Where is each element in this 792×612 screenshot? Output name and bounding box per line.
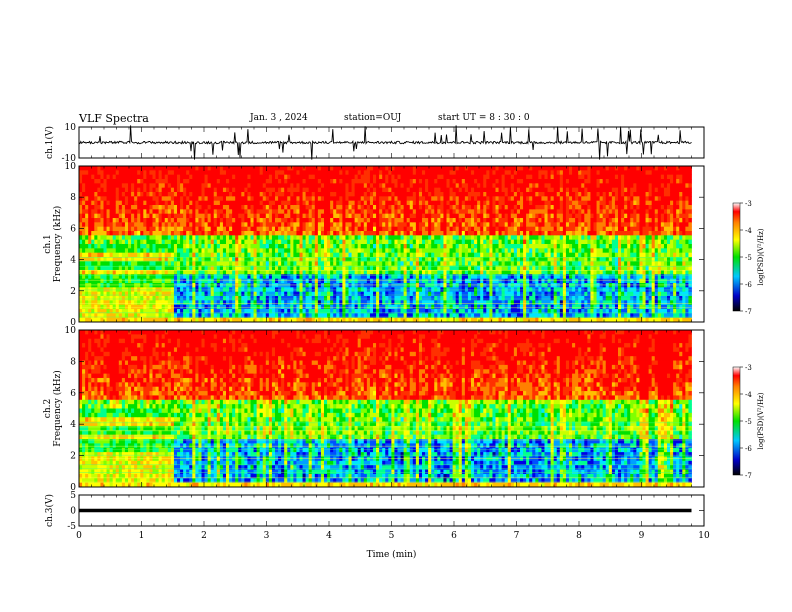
ch1-spectrogram-colorbar-tick: -5	[745, 254, 752, 262]
ch1-waveform-ytick-label: -10	[62, 154, 77, 164]
time-xtick-label: 4	[326, 531, 332, 541]
ch1-waveform-ylabel: ch.1(V)	[44, 126, 55, 159]
ch2-spectrogram-colorbar-tick: -5	[745, 418, 752, 426]
time-xtick-label: 8	[576, 531, 582, 541]
ch1-spectrogram	[79, 166, 692, 323]
time-xtick-label: 10	[698, 531, 710, 541]
ch1-spectrogram-ytick-label: 4	[70, 256, 76, 266]
ch2-spectrogram-ylabel: ch.2Frequency (kHz)	[43, 370, 63, 447]
ch1-spectrogram-ytick-label: 2	[70, 287, 76, 297]
ch3-waveform-ylabel: ch.3(V)	[44, 494, 55, 527]
ch2-spectrogram-colorbar-tick: -3	[745, 364, 752, 372]
ch2-spectrogram-ytick-label: 0	[70, 483, 76, 493]
ch2-spectrogram-ytick-label: 10	[65, 326, 77, 336]
ch2-spectrogram-colorbar	[732, 366, 741, 476]
ch1-spectrogram-ytick-label: 8	[70, 193, 76, 203]
ch1-waveform-ytick-label: 10	[65, 123, 77, 133]
ch2-spectrogram-ytick-label: 2	[70, 452, 76, 462]
ch1-spectrogram-ytick-label: 0	[70, 318, 76, 328]
ch1-spectrogram-colorbar-tick: -6	[745, 281, 752, 289]
ch1-spectrogram-ytick-label: 10	[65, 162, 77, 172]
ch1-waveform-line	[78, 125, 692, 160]
time-xtick-label: 2	[201, 531, 207, 541]
ch1-spectrogram-colorbar-label: log(PSD)(V²/Hz)	[757, 228, 765, 285]
ch2-spectrogram-colorbar-tick: -6	[745, 445, 752, 453]
time-axis-label: Time (min)	[367, 549, 417, 560]
ch3-waveform-ytick-label: 0	[70, 507, 76, 517]
chart-title: VLF Spectra	[79, 112, 149, 125]
time-xtick-label: 0	[76, 531, 82, 541]
time-xtick-label: 7	[514, 531, 520, 541]
ch3-waveform-ytick-label: 5	[70, 491, 76, 501]
ch1-spectrogram-colorbar-tick: -7	[745, 308, 752, 316]
ch2-spectrogram-colorbar-label: log(PSD)(V²/Hz)	[757, 392, 765, 449]
start-time-label: start UT = 8 : 30 : 0	[438, 113, 530, 123]
ch1-spectrogram-ylabel: ch.1Frequency (kHz)	[43, 206, 63, 283]
ch1-spectrogram-colorbar-tick: -4	[745, 227, 752, 235]
station-label: station=OUJ	[344, 113, 402, 123]
ch2-spectrogram-ytick-label: 4	[70, 420, 76, 430]
ch2-spectrogram-colorbar-tick: -7	[745, 472, 752, 480]
ch2-spectrogram-ytick-label: 8	[70, 357, 76, 367]
ch1-spectrogram-ytick-label: 6	[70, 224, 76, 234]
date-label: Jan. 3 , 2024	[250, 113, 308, 123]
ch1-spectrogram-colorbar	[732, 202, 741, 312]
time-xtick-label: 9	[639, 531, 645, 541]
time-xtick-label: 5	[389, 531, 395, 541]
ch3-waveform-ytick-label: -5	[67, 522, 76, 532]
time-xtick-label: 1	[139, 531, 145, 541]
ch2-spectrogram-colorbar-tick: -4	[745, 391, 752, 399]
time-xtick-label: 6	[451, 531, 457, 541]
ch2-spectrogram	[79, 330, 692, 488]
time-xtick-label: 3	[264, 531, 270, 541]
ch1-spectrogram-colorbar-tick: -3	[745, 200, 752, 208]
ch2-spectrogram-ytick-label: 6	[70, 389, 76, 399]
